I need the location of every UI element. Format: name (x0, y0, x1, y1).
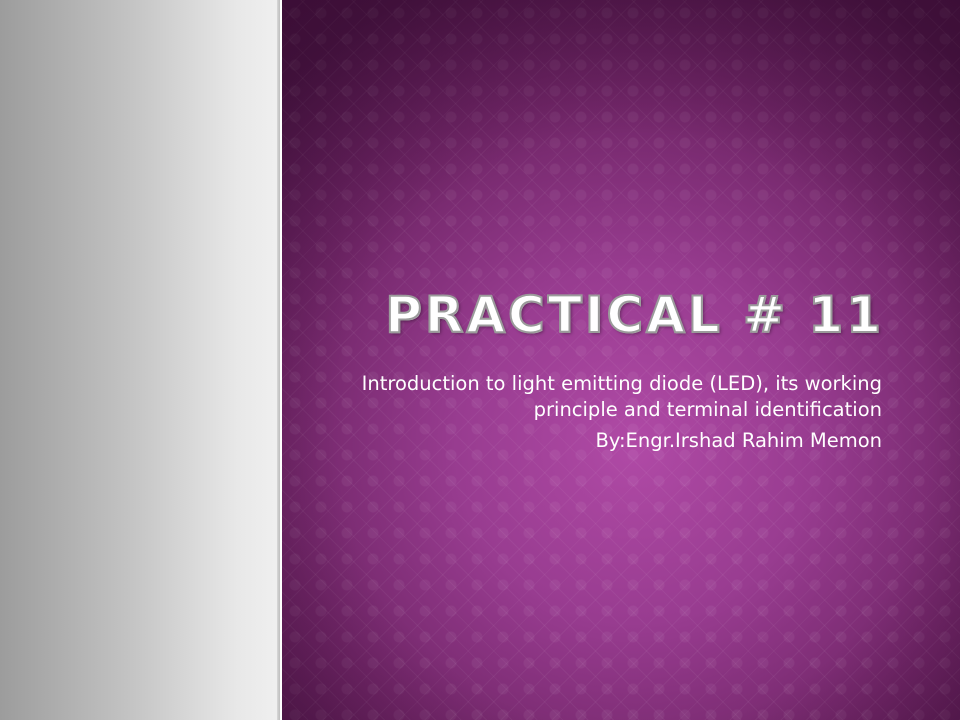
diamond-pattern-background (282, 0, 960, 720)
panel-vignette (282, 0, 960, 720)
slide-subtitle: Introduction to light emitting diode (LE… (361, 372, 882, 421)
left-gray-panel (0, 0, 280, 720)
slide-subtitle-block: Introduction to light emitting diode (LE… (330, 371, 882, 454)
right-purple-panel (282, 0, 960, 720)
slide-title: Practical # 11 (384, 286, 884, 344)
slide-author: By:Engr.Irshad Rahim Memon (595, 429, 882, 452)
